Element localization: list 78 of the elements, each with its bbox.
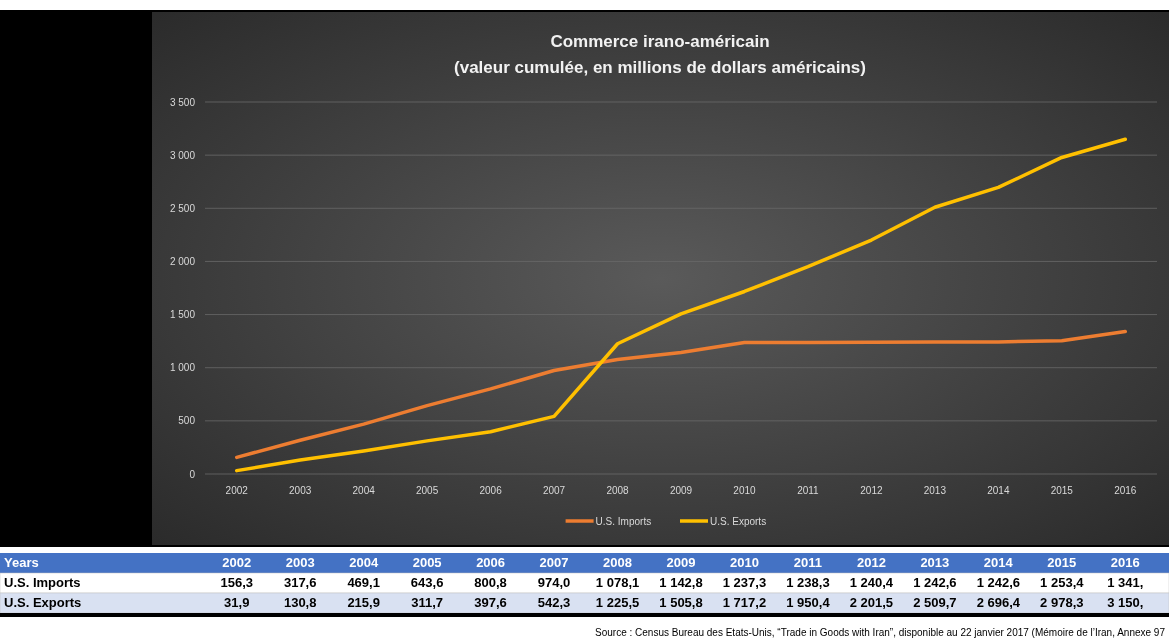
source-note: Source : Census Bureau des Etats-Unis, “Trade in Goods with Iran”, disponible au 22 janvier 2017 (Mémoire de l’Iran, Annexe 97 xyxy=(595,627,1166,638)
category-label: 2008 xyxy=(603,555,632,570)
x-tick-label: 2006 xyxy=(479,485,503,496)
data-label: 2 201,5 xyxy=(849,595,894,610)
line-series xyxy=(234,329,1128,460)
data-label: 130,8 xyxy=(283,595,317,610)
x-tick-label: 2002 xyxy=(225,485,249,496)
category-label: 2012 xyxy=(856,555,886,570)
data-label: 1 950,4 xyxy=(786,595,831,610)
data-label: 1 078,1 xyxy=(595,575,640,590)
chart-subtitle: (valeur cumulée, en millions de dollars américains) xyxy=(454,58,866,77)
data-label: 1 240,4 xyxy=(849,575,894,590)
y-tick-label: 3 000 xyxy=(169,149,196,161)
x-tick-label: 2004 xyxy=(352,485,376,496)
data-label: 31,9 xyxy=(224,595,250,610)
x-tick-label: 2007 xyxy=(542,485,566,496)
data-label: 542,3 xyxy=(537,595,571,610)
data-label: 1 142,8 xyxy=(659,575,703,590)
y-tick-label: 500 xyxy=(178,415,196,427)
x-tick-label: 2012 xyxy=(860,485,883,496)
category-label: 2002 xyxy=(222,555,252,570)
category-label: 2011 xyxy=(793,555,823,570)
data-label: 974,0 xyxy=(537,575,571,590)
y-tick-label: 3 500 xyxy=(169,96,196,108)
data-label: 1 341, xyxy=(1107,575,1144,590)
data-label: 1 237,3 xyxy=(722,575,767,590)
category-label: 2009 xyxy=(666,555,696,570)
x-tick-label: 2013 xyxy=(923,485,947,496)
y-tick-label: 2 500 xyxy=(169,202,196,214)
data-label: 1 253,4 xyxy=(1040,575,1085,590)
x-tick-label: 2010 xyxy=(733,485,757,496)
data-label: 2 978,3 xyxy=(1040,595,1084,610)
category-label: 2015 xyxy=(1047,555,1077,570)
x-tick-label: 2016 xyxy=(1114,485,1137,496)
data-label: 800,8 xyxy=(474,575,507,590)
data-label: 1 225,5 xyxy=(595,595,640,610)
x-tick-label: 2015 xyxy=(1050,485,1074,496)
category-label: 2003 xyxy=(285,555,315,570)
legend-label: U.S. Exports xyxy=(710,515,767,527)
text: U.S. Imports xyxy=(4,575,81,590)
line-series xyxy=(234,137,1128,473)
category-label: 2006 xyxy=(476,555,506,570)
y-tick-label: 0 xyxy=(189,468,196,480)
category-label: 2005 xyxy=(412,555,442,570)
data-label: 1 242,6 xyxy=(976,575,1021,590)
data-label: 156,3 xyxy=(220,575,254,590)
data-label: 1 717,2 xyxy=(722,595,767,610)
category-label: 2016 xyxy=(1110,555,1140,570)
y-tick-label: 1 500 xyxy=(169,309,196,321)
category-label: 2013 xyxy=(920,555,950,570)
data-label: 317,6 xyxy=(283,575,317,590)
chart-title: Commerce irano-américain xyxy=(550,32,770,51)
data-label: 1 242,6 xyxy=(913,575,957,590)
data-label: 3 150, xyxy=(1107,595,1144,610)
data-label: 1 505,8 xyxy=(659,595,703,610)
category-label: 2007 xyxy=(539,555,569,570)
x-tick-label: 2009 xyxy=(669,485,693,496)
category-label: 2010 xyxy=(730,555,759,570)
category-label: 2004 xyxy=(349,555,379,570)
data-label: 215,9 xyxy=(347,595,380,610)
data-label: 469,1 xyxy=(347,575,380,590)
x-tick-label: 2008 xyxy=(606,485,630,496)
x-tick-label: 2014 xyxy=(987,485,1010,496)
text: Years xyxy=(4,555,39,570)
data-label: 2 696,4 xyxy=(976,595,1021,610)
data-label: 311,7 xyxy=(411,595,444,610)
legend-label: U.S. Imports xyxy=(595,515,652,527)
text: U.S. Exports xyxy=(4,595,82,610)
y-tick-label: 1 000 xyxy=(169,362,196,374)
x-tick-label: 2005 xyxy=(416,485,439,496)
data-label: 397,6 xyxy=(474,595,507,610)
y-tick-label: 2 000 xyxy=(169,255,196,267)
x-tick-label: 2011 xyxy=(797,485,820,496)
data-label: 2 509,7 xyxy=(913,595,957,610)
data-label: 1 238,3 xyxy=(786,575,830,590)
data-label: 643,6 xyxy=(410,575,444,590)
x-tick-label: 2003 xyxy=(289,485,312,496)
category-label: 2014 xyxy=(983,555,1013,570)
